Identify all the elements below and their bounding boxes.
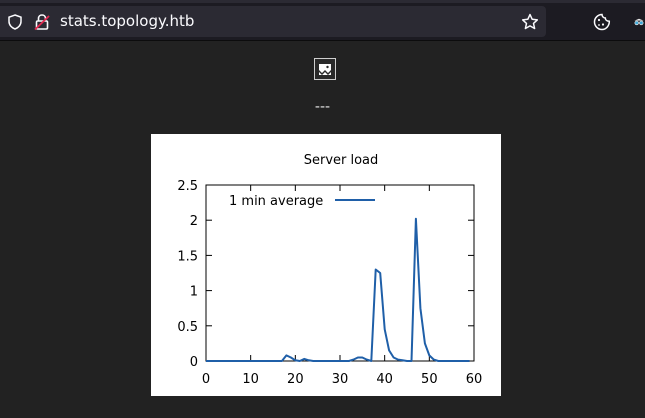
y-tick-label: 1	[190, 285, 198, 300]
y-tick-label: 2	[190, 214, 198, 229]
incognito-glasses-icon[interactable]	[625, 6, 645, 37]
server-load-graph: Server load 0 0.5 1 1.5 2 2.5 0 10 20 30 40 50 60 1…	[151, 134, 501, 396]
plot-frame	[205, 184, 475, 362]
browser-toolbar: stats.topology.htb	[0, 0, 645, 41]
chart-title: Server load	[304, 153, 379, 168]
x-tick-label: 10	[242, 372, 259, 387]
x-tick-label: 0	[202, 372, 210, 387]
star-icon[interactable]	[518, 6, 542, 37]
series-points	[205, 218, 470, 362]
shield-icon[interactable]	[5, 6, 25, 37]
y-tick-label: 0	[190, 355, 198, 370]
y-tick-label: 0.5	[177, 320, 198, 335]
x-tick-label: 20	[287, 372, 304, 387]
lock-insecure-icon[interactable]	[32, 6, 52, 37]
x-tick-label: 30	[332, 372, 349, 387]
url-text[interactable]: stats.topology.htb	[60, 12, 195, 30]
x-tick-label: 50	[421, 372, 438, 387]
x-tick-label: 40	[376, 372, 393, 387]
x-tick-label: 60	[466, 372, 483, 387]
chart-canvas: Server load 0 0.5 1 1.5 2 2.5 0 10 20 30 40 50 60 1…	[177, 153, 482, 387]
y-axis: 0 0.5 1 1.5 2 2.5	[177, 179, 474, 370]
y-tick-label: 1.5	[177, 249, 198, 264]
separator-text: ---	[314, 99, 331, 115]
broken-image-icon	[314, 58, 336, 80]
page-content: --- Server load 0 0.5 1 1.5 2 2.5 0 10 20 30 40 50…	[0, 41, 645, 418]
cookie-icon[interactable]	[587, 6, 617, 37]
legend-label: 1 min average	[229, 194, 323, 209]
y-tick-label: 2.5	[177, 179, 198, 194]
legend: 1 min average	[229, 194, 375, 209]
tab-strip-edge	[0, 0, 645, 3]
x-axis: 0 10 20 30 40 50 60	[202, 185, 482, 387]
url-bar[interactable]: stats.topology.htb	[0, 6, 546, 37]
series-line-1-min-average	[206, 217, 470, 362]
